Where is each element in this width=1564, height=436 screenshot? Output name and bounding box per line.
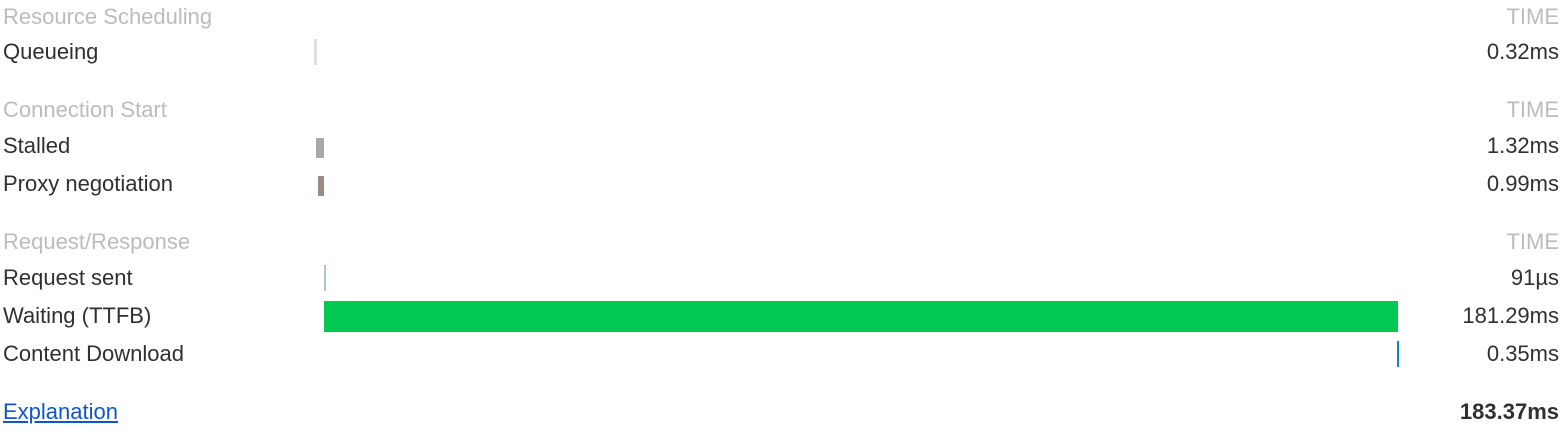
timing-row-request-sent: Request sent 91µs	[0, 261, 1564, 295]
timing-row-proxy-negotiation: Proxy negotiation 0.99ms	[0, 167, 1564, 201]
section-title: Resource Scheduling	[3, 4, 213, 29]
timing-row-waiting-ttfb: Waiting (TTFB) 181.29ms	[0, 299, 1564, 333]
timing-label: Stalled	[3, 133, 71, 158]
explanation-link[interactable]: Explanation	[3, 399, 118, 424]
request-response-header: Request/Response TIME	[0, 225, 1564, 259]
time-column-header: TIME	[1506, 4, 1559, 29]
time-column-header: TIME	[1506, 97, 1559, 122]
resource-scheduling-header: Resource Scheduling TIME	[0, 0, 1564, 34]
timing-label: Proxy negotiation	[3, 171, 173, 196]
timing-value: 0.99ms	[1486, 171, 1559, 196]
timing-label: Waiting (TTFB)	[3, 303, 152, 328]
time-column-header: TIME	[1506, 229, 1559, 254]
proxy-negotiation-bar	[318, 176, 324, 196]
timing-value: 181.29ms	[1462, 303, 1559, 328]
timing-row-queueing: Queueing 0.32ms	[0, 35, 1564, 69]
timing-label: Content Download	[3, 341, 185, 366]
connection-start-header: Connection Start TIME	[0, 93, 1564, 127]
timing-footer: Explanation 183.37ms	[0, 395, 1564, 429]
timing-value: 0.35ms	[1486, 341, 1559, 366]
stalled-bar	[316, 138, 324, 158]
queueing-bar	[314, 39, 317, 65]
section-title: Connection Start	[3, 97, 167, 122]
timing-label: Queueing	[3, 39, 99, 64]
content-download-bar	[1397, 341, 1399, 367]
timing-value: 91µs	[1510, 265, 1559, 290]
total-time: 183.37ms	[1459, 399, 1559, 424]
timing-row-stalled: Stalled 1.32ms	[0, 129, 1564, 163]
waiting-ttfb-bar	[324, 301, 1398, 332]
request-sent-bar	[324, 265, 326, 291]
timing-value: 1.32ms	[1486, 133, 1559, 158]
timing-value: 0.32ms	[1486, 39, 1559, 64]
timing-row-content-download: Content Download 0.35ms	[0, 337, 1564, 371]
timing-label: Request sent	[3, 265, 133, 290]
section-title: Request/Response	[3, 229, 191, 254]
